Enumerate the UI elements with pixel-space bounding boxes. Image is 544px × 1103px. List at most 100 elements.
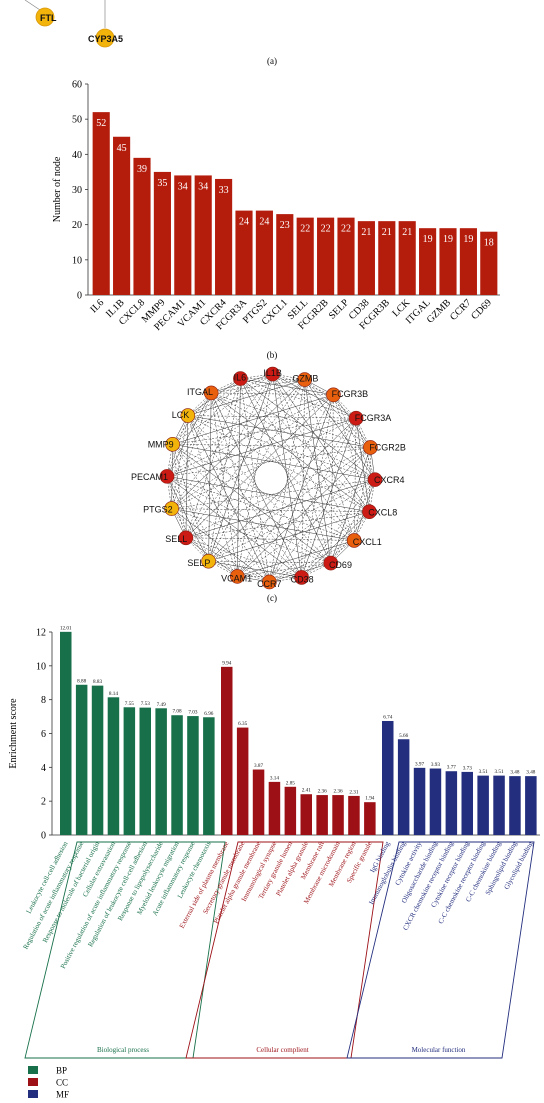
bar [300, 794, 312, 835]
bar [382, 720, 394, 835]
panel-a-caption: (a) [267, 56, 277, 66]
y-tick-label: 40 [72, 150, 82, 161]
bar-value-label: 3.51 [495, 769, 504, 775]
y-tick-label: 10 [36, 661, 46, 672]
bar-value-label: 3.97 [415, 761, 424, 767]
network-edge [240, 378, 376, 480]
bar-value-label: 21 [382, 227, 392, 238]
network-edge [208, 447, 371, 562]
bar [348, 795, 360, 835]
bar [419, 228, 437, 295]
network-edge [187, 415, 302, 578]
network-edge [187, 379, 305, 416]
network-edge [237, 447, 371, 577]
y-tick-label: 60 [72, 80, 82, 91]
bar [187, 716, 199, 835]
y-tick-label: 20 [72, 220, 82, 231]
bar-value-label: 22 [321, 224, 331, 235]
network-node [265, 366, 280, 382]
panel-c-caption: (c) [267, 593, 277, 603]
legend-swatch [28, 1066, 38, 1074]
bar [171, 715, 183, 835]
bar-value-label: 18 [484, 238, 494, 249]
network-edge [269, 511, 370, 583]
network-edge [171, 394, 334, 509]
network-edge [330, 394, 334, 564]
network-edge [171, 415, 189, 509]
network-edge [211, 392, 370, 512]
y-axis-label: Enrichment score [8, 698, 19, 769]
network-edge [208, 560, 331, 564]
node-ftl [35, 7, 55, 27]
network-node [363, 440, 378, 455]
group-label: Molecular function [412, 1046, 466, 1054]
network-node [178, 530, 194, 546]
network-edge [171, 508, 238, 577]
network-node [203, 385, 219, 401]
bar-value-label: 7.55 [125, 701, 134, 707]
network-node-label: CXCR4 [374, 475, 405, 485]
bar-value-label: 2.85 [286, 780, 295, 786]
network-node-label: PTGS2 [143, 505, 173, 515]
bar-value-label: 7.03 [188, 710, 197, 716]
network-edge [304, 379, 371, 448]
y-tick-label: 50 [72, 115, 82, 126]
bar [480, 231, 498, 295]
network-edge [237, 373, 273, 577]
bar [445, 771, 458, 835]
bar-value-label: 52 [96, 118, 106, 129]
network-node [362, 504, 377, 519]
y-tick-label: 0 [77, 291, 82, 302]
network-edge [304, 379, 376, 480]
network-edge [301, 379, 305, 578]
network-edge [166, 379, 305, 477]
network-edge [185, 394, 334, 538]
y-tick-label: 12 [36, 628, 46, 639]
network-edge [172, 394, 334, 445]
y-tick-label: 6 [41, 729, 46, 740]
network-edge [237, 378, 241, 577]
network-edge [210, 392, 238, 577]
node-label-cyp3a5: CYP3A5 [88, 34, 123, 44]
bar-value-label: 6.96 [204, 711, 213, 717]
network-node [367, 472, 383, 487]
network-node-label: FCGR3A [355, 413, 392, 423]
network-node-label: CXCL8 [368, 508, 397, 518]
bar-value-label: 2.31 [349, 789, 358, 795]
network-edge [237, 394, 334, 577]
network-edge [166, 476, 355, 541]
network-edge [171, 508, 270, 583]
network-edge [208, 479, 376, 562]
bar [153, 171, 171, 295]
network-edge [208, 373, 273, 562]
network-edge [237, 562, 331, 577]
bar-value-label: 8.83 [93, 679, 102, 685]
network-edge [185, 537, 270, 583]
network-node [297, 372, 312, 387]
bar [221, 666, 233, 835]
network-node-label: FCGR2B [369, 442, 406, 452]
y-tick-label: 8 [41, 695, 46, 706]
network-edge [187, 415, 270, 583]
network-edge [187, 415, 357, 419]
bar-value-label: 39 [137, 164, 147, 175]
network-node-label: SELL [165, 534, 187, 544]
legend: BP CC MF [28, 1066, 69, 1100]
network-edge [208, 418, 357, 562]
y-tick-label: 4 [41, 763, 46, 774]
network-edge [304, 379, 332, 564]
y-tick-label: 0 [41, 831, 46, 842]
network-edge [172, 378, 241, 445]
network-node [164, 501, 179, 516]
bar [252, 769, 265, 835]
network-node [262, 574, 277, 590]
network-edge [172, 373, 273, 445]
network-edge [353, 418, 357, 541]
network-edge [330, 447, 371, 564]
network-edge [333, 394, 370, 512]
network-node-label: SELP [187, 558, 210, 568]
network-node-label: FCGR3B [332, 389, 369, 399]
